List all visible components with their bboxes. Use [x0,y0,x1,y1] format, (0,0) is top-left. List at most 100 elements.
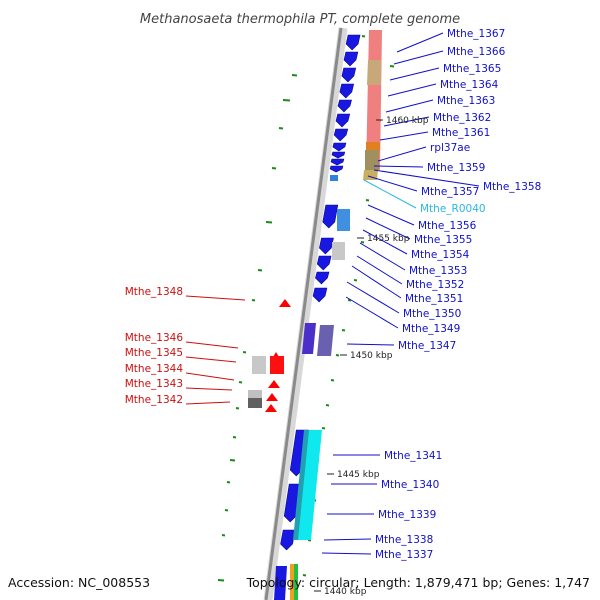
trna-marker-0 [279,299,291,307]
cds-arrow-9 [330,158,345,166]
gene-label-mthe_1343[interactable]: Mthe_1343 [125,378,183,390]
trna-marker-3 [266,393,278,401]
gene-label-mthe_1356[interactable]: Mthe_1356 [418,220,477,232]
gene-label-mthe_1359[interactable]: Mthe_1359 [427,162,485,174]
gene-label-mthe_1348[interactable]: Mthe_1348 [125,286,183,298]
cds-block-purple-a [302,323,316,354]
leader-line-9 [373,169,480,187]
leader-line-4 [385,99,434,113]
leader-line-5 [383,116,430,127]
gene-label-mthe_1342[interactable]: Mthe_1342 [125,394,183,406]
gene-label-mthe_1345[interactable]: Mthe_1345 [125,347,183,359]
cds-block-gray-a [332,242,345,260]
bottom-strip-green [294,564,298,600]
gene-label-mthe_1340[interactable]: Mthe_1340 [381,479,439,491]
cds-block-light-b [330,175,338,181]
gene-label-mthe_1346[interactable]: Mthe_1346 [125,332,184,344]
scale-ticks: 1460 kbp 1455 kbp 1450 kbp 1445 kbp 1440 kbp [314,116,429,597]
cds-block-purple-b [317,325,334,356]
gc-skew-tick-4 [265,221,273,224]
gene-label-mthe_1363[interactable]: Mthe_1363 [437,95,495,107]
rev-leader-line-1 [185,341,239,349]
scale-tick-label-3: 1445 kbp [337,470,380,480]
cds-arrow-15 [312,287,328,303]
gene-label-mthe_1339[interactable]: Mthe_1339 [378,509,436,521]
rev-leader-line-3 [185,372,235,381]
rev-leader-line-4 [185,387,233,391]
map-title: Methanosaeta thermophila PT, complete ge… [140,12,460,27]
trna-marker-2 [268,380,280,388]
gene-label-mthe_1351[interactable]: Mthe_1351 [405,293,463,305]
gene-label-rpl37ae[interactable]: rpl37ae [430,142,470,154]
gene-label-mthe_1354[interactable]: Mthe_1354 [411,249,470,261]
reverse-gene-labels: Mthe_1348 Mthe_1346 Mthe_1345 Mthe_1344 Mthe… [125,286,246,406]
gc-skew-tick-20 [365,199,370,202]
gc-skew-tick-26 [330,379,335,382]
gc-skew-tick-11 [229,459,236,462]
gc-skew-tick-14 [221,534,226,537]
leader-line-24 [323,538,372,541]
leader-line-12 [367,204,415,226]
gc-skew-tick-24 [341,329,346,332]
gc-skew-tick-6 [251,299,256,302]
gene-label-mthe_1364[interactable]: Mthe_1364 [440,79,499,91]
gc-skew-tick-25 [335,354,340,357]
scale-tick-label-0: 1460 kbp [386,116,429,126]
forward-gene-labels: Mthe_1367 Mthe_1366 Mthe_1365 Mthe_1364 Mthe… [321,28,541,561]
gene-label-mthe_1362[interactable]: Mthe_1362 [433,112,491,124]
gene-label-mthe_1361[interactable]: Mthe_1361 [432,127,490,139]
genome-summary-text: Topology: circular; Length: 1,879,471 bp… [246,575,590,590]
gene-label-mthe_1338[interactable]: Mthe_1338 [375,534,433,546]
gene-label-mthe_1350[interactable]: Mthe_1350 [403,308,461,320]
gene-label-mthe_1352[interactable]: Mthe_1352 [406,279,464,291]
leader-line-13 [365,217,411,240]
cds-arrow-2 [341,67,357,83]
gene-label-mthe_1337[interactable]: Mthe_1337 [375,549,433,561]
rev-leader-line-5 [185,401,231,405]
leader-line-3 [387,83,437,97]
rna-block-a [270,356,284,374]
rev-dark-block [248,398,262,408]
trna-marker-4 [265,404,277,412]
cds-arrow-0 [345,34,361,51]
cds-arrow-13 [316,255,332,271]
gene-label-mthe_1366[interactable]: Mthe_1366 [447,46,506,58]
gc-skew-tick-23 [347,299,352,302]
gene-label-mthe_1367[interactable]: Mthe_1367 [447,28,505,40]
leader-line-17 [351,265,402,299]
leader-line-1 [393,50,444,65]
leader-line-6 [379,131,429,141]
leader-line-20 [346,343,395,346]
gene-label-mthe_1347[interactable]: Mthe_1347 [398,340,456,352]
gene-label-mthe_1358[interactable]: Mthe_1358 [483,181,541,193]
gene-label-mthe_1344[interactable]: Mthe_1344 [125,363,184,375]
forward-strand-genes [274,34,361,600]
gene-label-mthe_1341[interactable]: Mthe_1341 [384,450,442,462]
gene-label-mthe_1355[interactable]: Mthe_1355 [414,234,472,246]
reverse-strand-genes [248,299,291,412]
gc-skew-tick-16 [361,35,366,38]
leader-line-19 [345,296,399,329]
gc-skew-tick-8 [238,381,243,384]
gene-label-mthe_1365[interactable]: Mthe_1365 [443,63,501,75]
cds-arrow-10 [329,165,344,173]
gc-skew-tick-28 [321,427,326,430]
cds-arrow-6 [333,128,349,142]
backbone [263,27,348,600]
leader-line-18 [346,281,400,314]
leader-line-15 [359,242,406,271]
gene-label-mthe_r0040[interactable]: Mthe_R0040 [420,203,486,215]
accession-text: Accession: NC_008553 [8,575,150,590]
gc-skew-tick-31 [307,539,312,542]
leader-line-14 [362,229,408,255]
gc-skew-tick-1 [282,99,291,102]
gc-skew-tick-10 [232,436,237,439]
leader-line-0 [396,32,444,53]
gc-skew-tick-0 [291,74,298,77]
gene-label-mthe_1349[interactable]: Mthe_1349 [402,323,460,335]
gene-label-mthe_1353[interactable]: Mthe_1353 [409,265,467,277]
leader-line-2 [389,67,440,81]
gene-label-mthe_1357[interactable]: Mthe_1357 [421,186,479,198]
cds-arrow-8 [331,151,346,159]
